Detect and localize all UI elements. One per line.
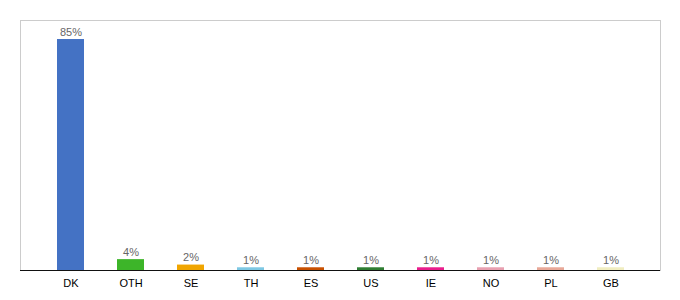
svg-text:TH: TH (244, 277, 259, 289)
svg-text:SE: SE (184, 277, 199, 289)
svg-text:1%: 1% (483, 254, 499, 266)
svg-text:1%: 1% (363, 254, 379, 266)
svg-text:PL: PL (544, 277, 557, 289)
svg-text:GB: GB (603, 277, 619, 289)
svg-text:4%: 4% (123, 246, 139, 258)
svg-text:OTH: OTH (119, 277, 142, 289)
svg-text:85%: 85% (60, 26, 82, 38)
svg-text:1%: 1% (303, 254, 319, 266)
svg-text:1%: 1% (423, 254, 439, 266)
svg-text:1%: 1% (543, 254, 559, 266)
svg-text:1%: 1% (243, 254, 259, 266)
svg-text:DK: DK (63, 277, 79, 289)
svg-text:2%: 2% (183, 251, 199, 263)
svg-text:ES: ES (304, 277, 319, 289)
svg-text:US: US (363, 277, 378, 289)
svg-text:1%: 1% (603, 254, 619, 266)
svg-text:IE: IE (426, 277, 436, 289)
svg-text:NO: NO (483, 277, 500, 289)
